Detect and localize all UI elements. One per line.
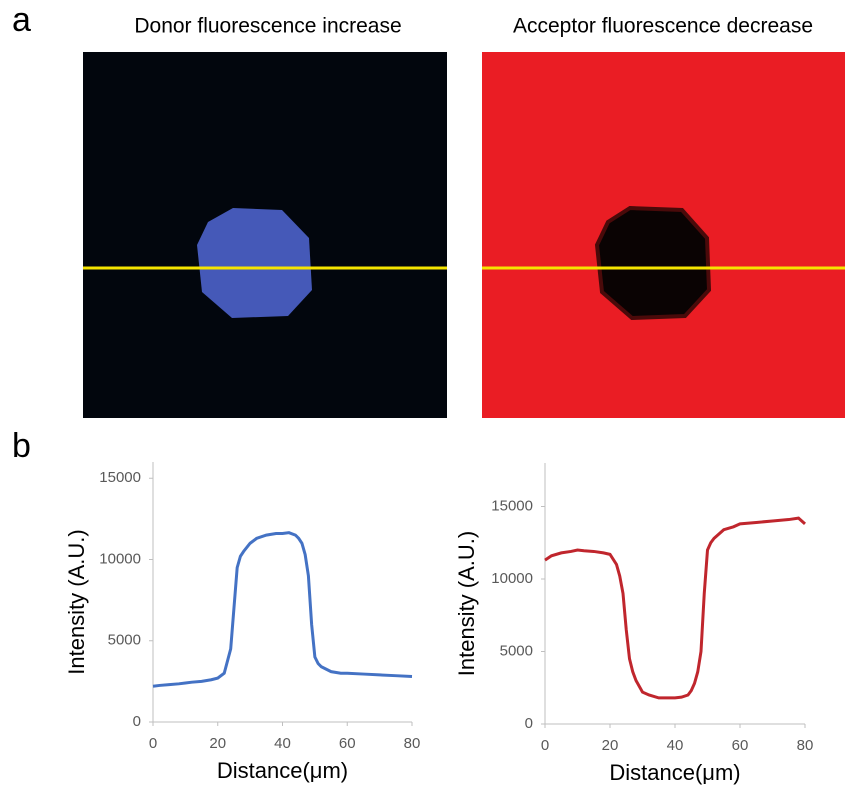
x-tick-label: 40 [667, 737, 684, 754]
x-tick-label: 0 [149, 735, 157, 752]
y-tick-label: 5000 [108, 632, 141, 649]
x-tick-label: 20 [602, 737, 619, 754]
acceptor-spot [594, 205, 712, 321]
image-title: Donor fluorescence increase [134, 15, 401, 38]
y-tick-label: 15000 [491, 497, 533, 514]
x-tick-label: 0 [541, 737, 549, 754]
x-axis-label: Distance(μm) [609, 760, 740, 785]
data-line [544, 516, 806, 700]
y-axis-label: Intensity (A.U.) [64, 529, 89, 674]
y-tick-label: 10000 [99, 550, 141, 567]
panel-label: b [12, 427, 31, 465]
panel-label: a [12, 1, 31, 39]
x-tick-label: 80 [797, 737, 814, 754]
y-tick-label: 5000 [500, 642, 533, 659]
x-tick-label: 40 [274, 735, 291, 752]
image-title: Acceptor fluorescence decrease [513, 15, 813, 38]
x-axis-label: Distance(μm) [217, 758, 348, 783]
y-tick-label: 15000 [99, 469, 141, 486]
y-tick-label: 0 [133, 713, 141, 730]
x-tick-label: 80 [404, 735, 421, 752]
x-tick-label: 60 [339, 735, 356, 752]
x-tick-label: 20 [209, 735, 226, 752]
x-tick-label: 60 [732, 737, 749, 754]
y-tick-label: 0 [525, 715, 533, 732]
donor-spot [197, 208, 312, 318]
y-axis-label: Intensity (A.U.) [454, 531, 479, 676]
y-tick-label: 10000 [491, 570, 533, 587]
data-line [152, 531, 413, 688]
